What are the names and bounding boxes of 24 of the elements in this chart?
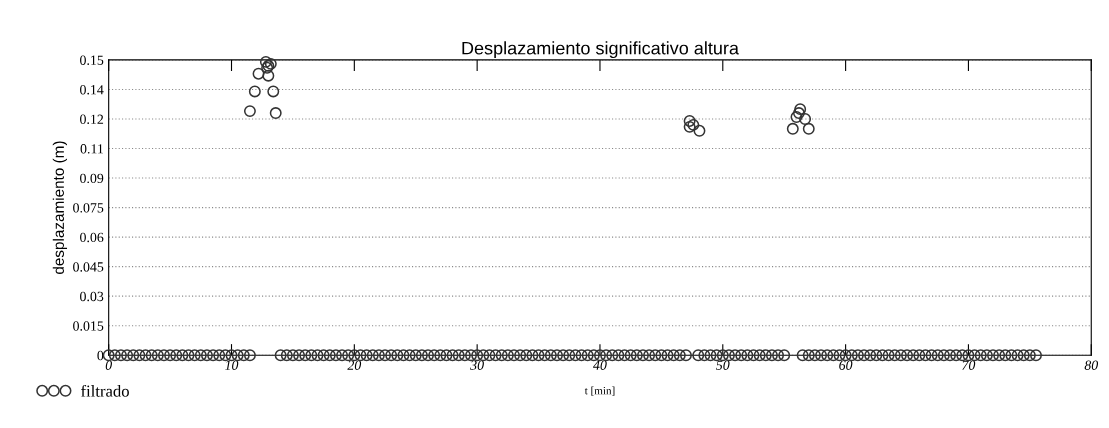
x-tick-label: 80 <box>1084 360 1099 370</box>
x-tick-label: 40 <box>593 360 607 370</box>
x-tick-label: 0 <box>105 360 112 370</box>
y-tick-label: 0.06 <box>80 232 104 243</box>
x-tick-label: 50 <box>716 360 730 370</box>
x-tick-label: 60 <box>839 360 853 370</box>
y-tick-label: 0 <box>97 350 104 361</box>
y-tick-label: 0.075 <box>73 203 104 213</box>
y-tick-label: 0.045 <box>73 262 104 272</box>
y-tick-label: 0.09 <box>80 173 104 184</box>
x-tick-label: 70 <box>962 360 976 370</box>
y-tick-label: 0.11 <box>80 144 103 154</box>
y-axis-title: desplazamiento (m) <box>52 141 68 275</box>
y-tick-label: 0.14 <box>80 85 104 95</box>
chart-title: Desplazamiento significativo altura <box>462 41 739 59</box>
x-tick-label: 20 <box>347 360 362 370</box>
y-tick-label: 0.12 <box>80 114 104 124</box>
legend-label: filtrado <box>81 384 129 397</box>
y-tick-label: 0.015 <box>73 321 104 331</box>
x-tick-label: 30 <box>470 360 484 370</box>
x-axis-title: t [min] <box>584 386 615 396</box>
x-tick-label: 10 <box>225 360 239 370</box>
y-tick-label: 0.03 <box>80 291 104 302</box>
y-tick-label: 0.15 <box>80 55 104 65</box>
